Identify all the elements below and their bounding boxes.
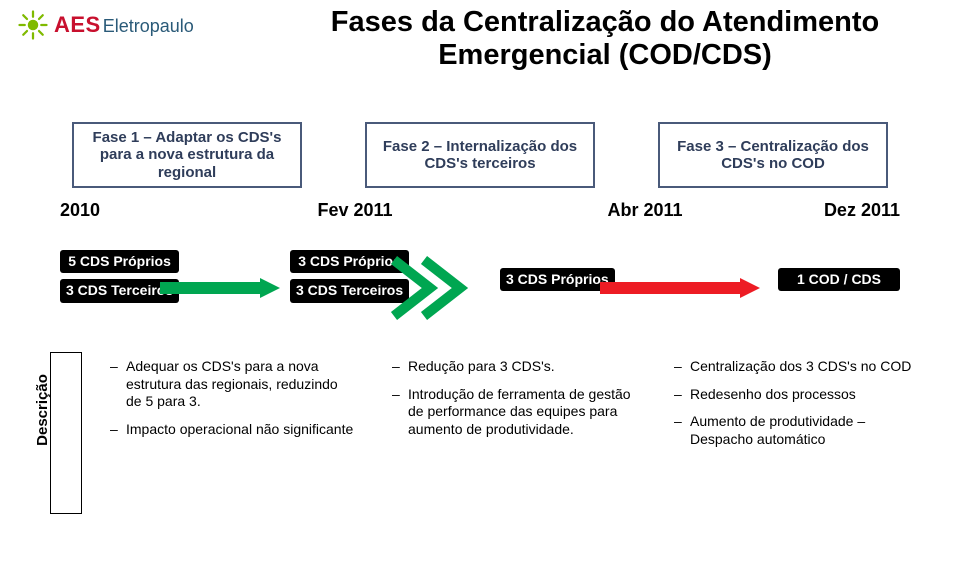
desc-3-2: Redesenho dos processos [680,386,920,404]
timeline-2010: 2010 [60,200,230,221]
description-columns: Adequar os CDS's para a nova estrutura d… [100,358,920,458]
desc-1-1: Adequar os CDS's para a nova estrutura d… [116,358,356,411]
logo-sun-icon [18,10,48,40]
description-label-text: Descrição [34,374,51,446]
phase-2: Fase 2 – Internalização dos CDS's tercei… [365,122,595,188]
stage-4: 1 COD / CDS [778,268,900,291]
desc-col-2: Redução para 3 CDS's. Introdução de ferr… [382,358,638,458]
description-label-box [50,352,82,514]
desc-3-1: Centralização dos 3 CDS's no COD [680,358,920,376]
pill-3cds-proprios-c: 3 CDS Próprios [500,268,615,291]
logo-brand: AES [54,12,101,38]
timeline-abr: Abr 2011 [440,200,730,221]
pill-5cds-proprios: 5 CDS Próprios [60,250,179,273]
phase-1: Fase 1 – Adaptar os CDS's para a nova es… [72,122,302,188]
desc-col-3: Centralização dos 3 CDS's no COD Redesen… [664,358,920,458]
description-label: Descrição [34,350,51,470]
desc-2-2: Introdução de ferramenta de gestão de pe… [398,386,638,439]
logo: AES Eletropaulo [18,10,194,40]
phase-3: Fase 3 – Centralização dos CDS's no COD [658,122,888,188]
slide-title: Fases da Centralização do Atendimento Em… [270,6,940,73]
phase-row: Fase 1 – Adaptar os CDS's para a nova es… [72,122,888,188]
flow-row: 5 CDS Próprios 3 CDS Terceiros 3 CDS Pró… [60,250,900,330]
pill-1cod: 1 COD / CDS [778,268,900,291]
desc-col-1: Adequar os CDS's para a nova estrutura d… [100,358,356,458]
timeline-fev: Fev 2011 [230,200,440,221]
chevron-icon [390,256,490,325]
arrow-red [600,278,760,298]
logo-sub: Eletropaulo [103,16,194,37]
arrow-green-1 [160,278,280,298]
timeline: 2010 Fev 2011 Abr 2011 Dez 2011 [60,200,900,221]
desc-1-2: Impacto operacional não significante [116,421,356,439]
desc-2-1: Redução para 3 CDS's. [398,358,638,376]
desc-3-3: Aumento de produtividade – Despacho auto… [680,413,920,448]
timeline-dez: Dez 2011 [730,200,900,221]
stage-3: 3 CDS Próprios [500,268,615,291]
